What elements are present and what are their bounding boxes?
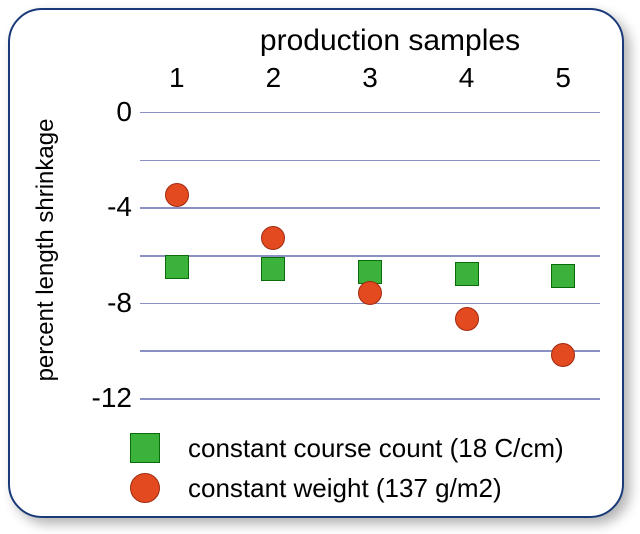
x-axis-labels: 1 2 3 4 5 (10, 62, 622, 94)
constant_course_count-marker (358, 260, 382, 284)
gridline (140, 398, 600, 400)
chart-card: production samples percent length shrink… (8, 8, 624, 518)
legend-label: constant weight (137 g/m2) (188, 473, 502, 504)
legend-row: constant weight (137 g/m2) (130, 468, 564, 508)
y-tick-label: 0 (62, 96, 132, 128)
y-tick-label: -8 (62, 287, 132, 319)
y-tick-label: -4 (62, 191, 132, 223)
constant_weight-marker (165, 183, 189, 207)
y-axis-label: percent length shrinkage (32, 119, 60, 382)
legend-label: constant course count (18 C/cm) (188, 433, 564, 464)
legend-marker-square-icon (130, 433, 160, 463)
gridline (140, 160, 600, 162)
legend-marker-circle-icon (130, 473, 160, 503)
x-tick-label: 4 (459, 62, 475, 94)
plot-area (140, 100, 600, 410)
y-tick-label: -12 (62, 382, 132, 414)
legend-row: constant course count (18 C/cm) (130, 428, 564, 468)
constant_course_count-marker (551, 264, 575, 288)
gridline (140, 112, 600, 114)
constant_course_count-marker (261, 257, 285, 281)
constant_weight-marker (358, 281, 382, 305)
x-tick-label: 5 (555, 62, 571, 94)
legend: constant course count (18 C/cm) constant … (130, 428, 564, 508)
x-tick-label: 1 (169, 62, 185, 94)
constant_weight-marker (455, 307, 479, 331)
gridline (140, 255, 600, 257)
gridline (140, 207, 600, 209)
chart-title: production samples (180, 24, 600, 58)
x-tick-label: 2 (266, 62, 282, 94)
constant_weight-marker (551, 343, 575, 367)
constant_course_count-marker (455, 262, 479, 286)
x-tick-label: 3 (362, 62, 378, 94)
constant_course_count-marker (165, 255, 189, 279)
gridline (140, 350, 600, 352)
constant_weight-marker (261, 226, 285, 250)
